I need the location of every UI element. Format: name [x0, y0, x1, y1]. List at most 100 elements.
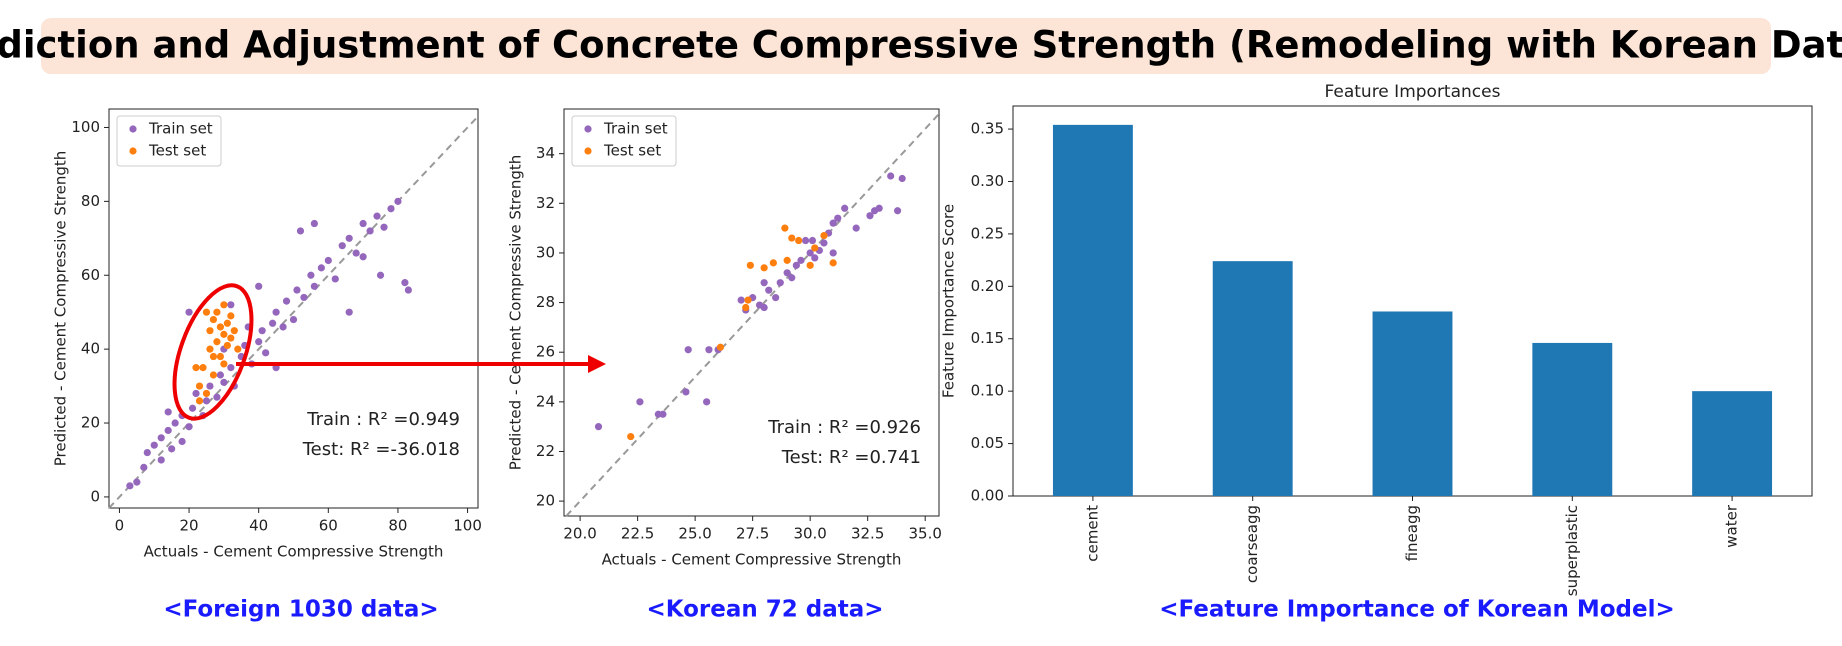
annotation: Test: R² =0.741 — [781, 447, 921, 468]
y-axis-label: Predicted - Cement Compressive Strength — [507, 155, 525, 470]
point — [171, 419, 179, 427]
x-tick-label: superplastic — [1563, 505, 1581, 596]
x-tick-label: water — [1723, 504, 1741, 548]
point — [684, 346, 692, 354]
point — [310, 219, 318, 228]
point — [893, 207, 902, 215]
legend-marker — [129, 147, 137, 155]
point — [841, 204, 849, 212]
y-tick-label: 34 — [536, 144, 555, 162]
point — [202, 397, 211, 405]
caption: <Feature Importance of Korean Model> — [1159, 597, 1675, 623]
point — [199, 364, 207, 372]
point — [594, 423, 603, 431]
point — [703, 398, 711, 406]
y-axis-label: Predicted - Cement Compressive Strength — [52, 151, 70, 466]
point — [213, 338, 221, 346]
legend-box — [116, 115, 222, 167]
point — [875, 204, 883, 212]
point — [178, 437, 186, 446]
annotation: Train : R² =0.926 — [767, 417, 921, 438]
point — [216, 323, 224, 331]
point — [188, 404, 197, 412]
title-banner — [41, 18, 1771, 74]
point — [705, 346, 713, 354]
point — [164, 426, 172, 435]
x-tick-label: 25.0 — [678, 525, 711, 543]
caption: <Foreign 1030 data> — [163, 597, 438, 623]
y-tick-label: 0.30 — [971, 172, 1004, 190]
annotation: Test: R² =-36.018 — [302, 439, 460, 460]
bar — [1052, 124, 1133, 496]
point — [742, 303, 750, 312]
point — [792, 261, 800, 269]
point — [269, 319, 277, 327]
point — [380, 223, 388, 231]
y-tick-label: 26 — [536, 343, 555, 361]
point — [788, 234, 796, 242]
legend-label: Test set — [148, 142, 206, 160]
point — [202, 308, 211, 316]
point — [359, 219, 367, 228]
point — [202, 389, 211, 398]
x-axis-label: Actuals - Cement Compressive Strength — [602, 551, 902, 569]
bar — [1532, 342, 1613, 496]
point — [806, 249, 814, 257]
legend-box — [571, 115, 677, 167]
point — [206, 345, 214, 353]
point — [829, 249, 837, 257]
caption: <Korean 72 data> — [646, 597, 883, 623]
point — [852, 224, 860, 232]
point — [227, 334, 235, 342]
annotation: Train : R² =0.949 — [306, 409, 460, 430]
y-tick-label: 0.20 — [971, 277, 1004, 295]
bar — [1372, 311, 1453, 496]
chart-title: Feature Importances — [1325, 82, 1501, 102]
bar — [1692, 391, 1773, 496]
y-tick-label: 32 — [536, 194, 555, 212]
y-tick-label: 60 — [81, 266, 100, 284]
point — [820, 239, 828, 247]
point — [769, 259, 777, 267]
y-tick-label: 30 — [536, 243, 555, 261]
point — [829, 219, 837, 227]
point — [788, 274, 796, 282]
point — [150, 441, 158, 449]
point — [331, 275, 339, 283]
point — [209, 352, 218, 361]
x-tick-label: 27.5 — [736, 525, 769, 543]
legend-label: Train set — [148, 120, 213, 138]
y-tick-label: 100 — [71, 118, 100, 136]
point — [682, 388, 690, 396]
point — [213, 308, 221, 316]
identity-line — [565, 113, 940, 517]
highlight-ellipse — [172, 283, 254, 421]
point — [746, 261, 754, 269]
y-tick-label: 0.35 — [971, 120, 1004, 138]
point — [262, 349, 270, 357]
y-tick-label: 0.05 — [971, 434, 1004, 452]
point — [806, 261, 814, 269]
point — [797, 256, 805, 264]
point — [216, 371, 224, 379]
point — [811, 244, 819, 252]
plot-frame — [108, 108, 479, 509]
point — [887, 172, 895, 180]
point — [140, 463, 148, 471]
y-tick-label: 80 — [81, 192, 100, 210]
point — [760, 279, 768, 287]
point — [394, 197, 402, 205]
point — [216, 352, 224, 361]
point — [781, 224, 789, 232]
x-tick-label: 40 — [249, 517, 268, 535]
point — [164, 408, 172, 416]
point — [220, 301, 228, 309]
point — [220, 378, 228, 386]
point — [255, 338, 263, 346]
point — [206, 327, 214, 335]
point — [737, 296, 745, 304]
point — [220, 360, 228, 368]
y-tick-label: 0.25 — [971, 224, 1004, 242]
plot-frame — [563, 108, 940, 517]
point — [866, 212, 874, 220]
